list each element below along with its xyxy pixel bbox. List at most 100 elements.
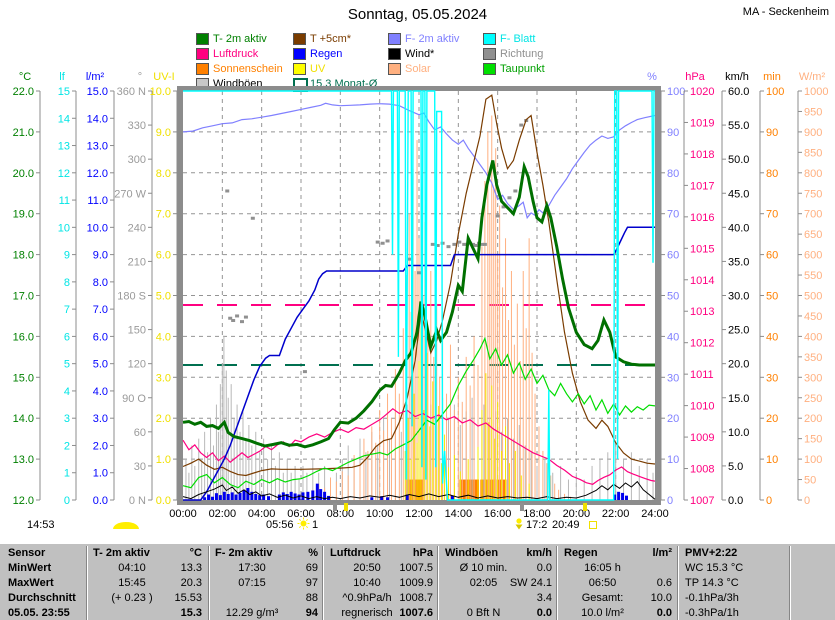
direction-dot xyxy=(417,271,421,275)
axis-tick-label: 20.0 xyxy=(13,168,34,180)
axis-tick-label: 14.0 xyxy=(87,113,108,125)
axis-tick-label: 0 xyxy=(766,495,772,507)
axis-tick-label: 10.0 xyxy=(87,222,108,234)
axis-tick-label: 800 xyxy=(804,168,822,180)
plot-border xyxy=(655,86,661,505)
axis-tick-label: 70 xyxy=(667,209,679,221)
axis-tick-label: 1015 xyxy=(690,243,714,255)
axis-tick-label: 200 xyxy=(804,413,822,425)
axis-tick-label: 13 xyxy=(58,141,70,153)
direction-dot xyxy=(225,189,230,193)
axis-tick-label: 10.0 xyxy=(728,427,749,439)
table-cell: PMV+2:22 xyxy=(685,547,738,559)
axis-tick-label: 120 xyxy=(128,359,146,371)
axis-tick-label: 330 xyxy=(128,120,146,132)
axis-tick-label: 4.0 xyxy=(156,331,171,343)
legend-swatch-icon xyxy=(483,33,496,45)
axis-tick-label: 700 xyxy=(804,209,822,221)
axis-tick-label: 11 xyxy=(59,195,70,207)
axis-tick-label: 40.0 xyxy=(728,222,749,234)
legend-label: Luftdruck xyxy=(213,48,259,60)
legend-swatch-icon xyxy=(388,63,401,75)
table-cell: 0.6 xyxy=(656,577,672,589)
axis-tick-label: 25.0 xyxy=(728,325,749,337)
legend-label: UV xyxy=(310,63,326,75)
axis-tick-label: 0.0 xyxy=(156,495,171,507)
table-cell: Ø 10 min. xyxy=(459,562,508,574)
table-cell: (+ 0.23 ) xyxy=(111,592,153,604)
axis-tick-label: 1013 xyxy=(690,306,714,318)
table-cell: T- 2m aktiv xyxy=(93,547,150,559)
sensor-table: Sensor MinWert MaxWert Durchschnitt 05.05. 2… xyxy=(0,542,835,620)
table-separator xyxy=(86,546,88,620)
axis-tick-label: 40 xyxy=(667,331,679,343)
table-cell: 10.0 l/m² xyxy=(581,607,624,619)
axis-tick-label: 1 xyxy=(64,468,70,480)
direction-dot xyxy=(519,123,524,127)
table-cell: l/m² xyxy=(652,547,672,559)
table-cell: -0.1hPa/3h xyxy=(685,592,739,604)
axis-tick-label: 500 xyxy=(804,291,822,303)
astro-marker xyxy=(344,503,348,511)
axis-tick-label: 150 xyxy=(804,434,822,446)
table-cell: MinWert xyxy=(8,562,52,574)
table-cell: 15.53 xyxy=(174,592,202,604)
axis-tick-label: 450 xyxy=(804,311,822,323)
table-cell: 20.3 xyxy=(180,577,202,589)
legend-label: Solar xyxy=(405,63,431,75)
axis-tick-label: 1011 xyxy=(690,369,714,381)
axis-tick-label: 1007 xyxy=(690,495,714,507)
x-axis-label: 16:00 xyxy=(484,508,512,520)
axis-tick-label: 10.0 xyxy=(150,86,171,98)
axis-tick-label: 1016 xyxy=(690,212,714,224)
axis-tick-label: 8.0 xyxy=(156,168,171,180)
axis-tick-label: 50 xyxy=(667,291,679,303)
table-separator xyxy=(437,546,439,620)
table-cell: % xyxy=(308,547,318,559)
axis-tick-label: 19.0 xyxy=(13,209,34,221)
direction-dot xyxy=(228,316,233,320)
axis-tick-label: 13.0 xyxy=(13,454,34,466)
table-cell: F- 2m aktiv xyxy=(215,547,273,559)
table-cell: 13.3 xyxy=(180,562,202,574)
direction-dot xyxy=(462,242,467,246)
table-cell: 06:50 xyxy=(588,577,617,589)
axis-tick-label: 0 xyxy=(64,495,70,507)
sunrise-uv-value: 1 xyxy=(312,519,319,531)
axis-tick-label: 12.0 xyxy=(13,495,34,507)
direction-dot xyxy=(385,239,390,243)
direction-dot xyxy=(457,240,462,244)
axis-tick-label: 1.0 xyxy=(156,454,171,466)
axis-tick-label: 20 xyxy=(766,413,778,425)
table-separator xyxy=(789,546,791,620)
axis-tick-label: 210 xyxy=(128,256,146,268)
direction-dot xyxy=(430,242,435,246)
x-axis-label: 00:00 xyxy=(169,508,197,520)
table-cell: WC 15.3 °C xyxy=(685,562,744,574)
axis-tick-label: 1009 xyxy=(690,432,714,444)
axis-tick-label: 2.0 xyxy=(93,440,108,452)
table-cell: -0.3hPa/1h xyxy=(685,607,739,619)
axis-tick-label: 100 xyxy=(804,454,822,466)
legend-label: T +5cm* xyxy=(310,33,352,45)
axis-tick-label: 90 xyxy=(766,127,778,139)
axis-tick-label: 1014 xyxy=(690,275,714,287)
axis-tick-label: 20.0 xyxy=(728,359,749,371)
axis-tick-label: 7.0 xyxy=(93,304,108,316)
table-cell: Windböen xyxy=(445,547,499,559)
table-cell: MaxWert xyxy=(8,577,54,589)
table-cell: 07:15 xyxy=(238,577,266,589)
legend-swatch-icon xyxy=(196,48,209,60)
axis-tick-label: 9 xyxy=(64,250,70,262)
axis-unit-label: hPa xyxy=(685,71,705,83)
table-cell: 02:05 xyxy=(469,577,498,589)
direction-dot xyxy=(513,189,518,193)
axis-tick-label: 4 xyxy=(64,386,70,398)
table-cell: 04:10 xyxy=(118,562,146,574)
table-cell: 1007.5 xyxy=(399,562,433,574)
axis-tick-label: 650 xyxy=(804,229,822,241)
table-cell: 1007.6 xyxy=(399,607,433,619)
axis-unit-label: % xyxy=(647,71,657,83)
axis-tick-label: 0 xyxy=(804,495,810,507)
axis-tick-label: 400 xyxy=(804,331,822,343)
